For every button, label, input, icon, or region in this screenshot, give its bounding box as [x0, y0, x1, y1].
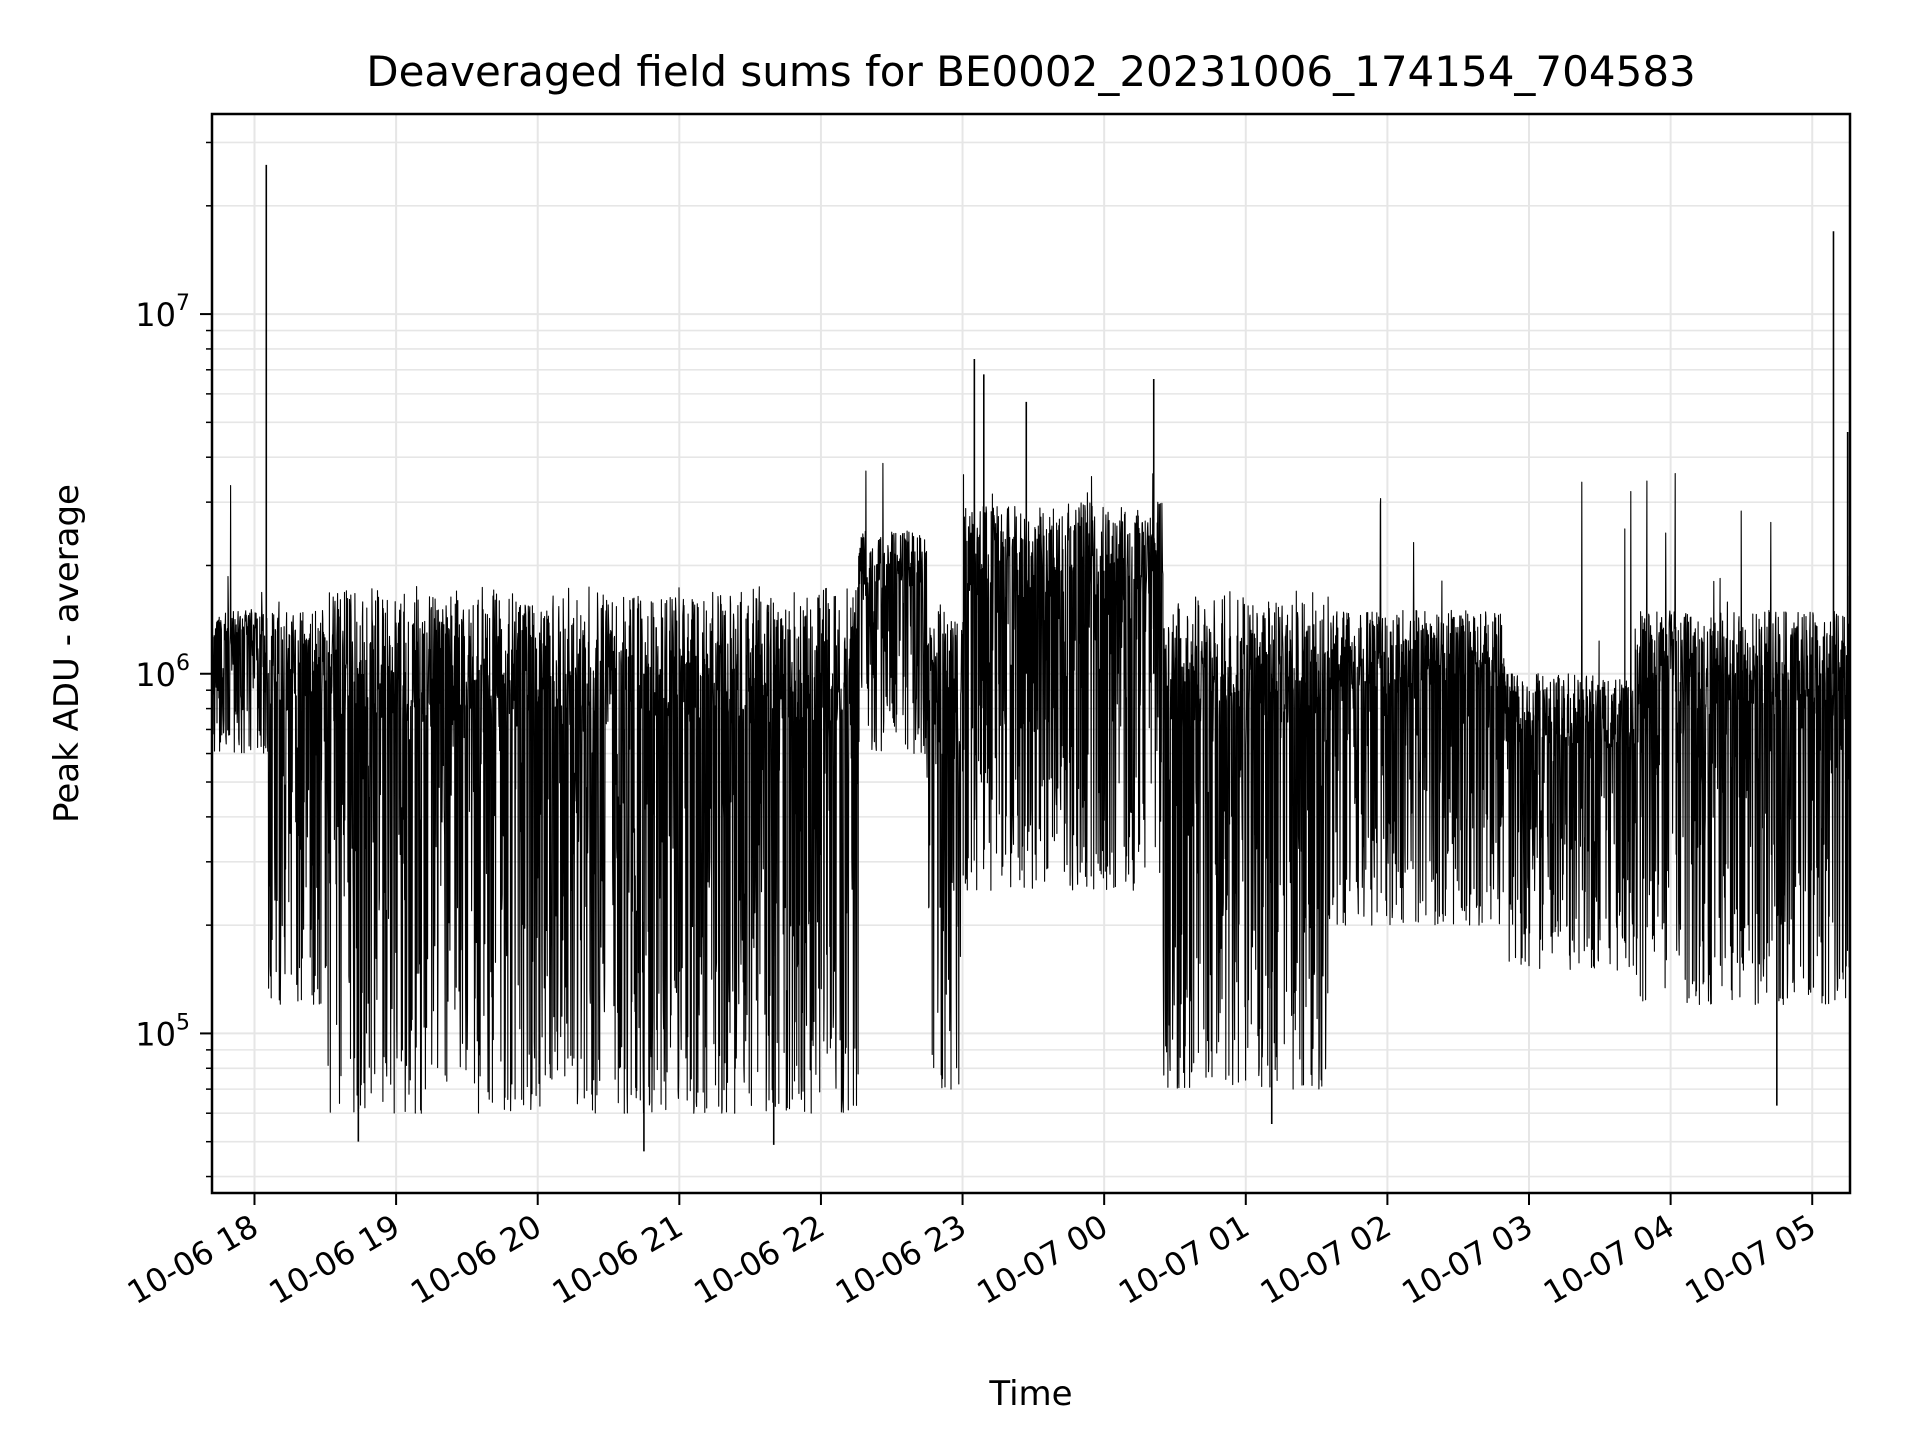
x-axis-title: Time	[988, 1374, 1072, 1414]
plot-frame	[210, 112, 1852, 1195]
series-line	[211, 462, 1851, 1114]
y-tick-label: 106	[135, 651, 190, 694]
y-axis-title: Peak ADU - average	[47, 484, 87, 823]
chart-title: Deaveraged field sums for BE0002_2023100…	[366, 47, 1696, 96]
y-tick-label: 107	[135, 291, 190, 334]
y-tick-label: 105	[135, 1010, 190, 1053]
data-series	[211, 164, 1851, 1152]
